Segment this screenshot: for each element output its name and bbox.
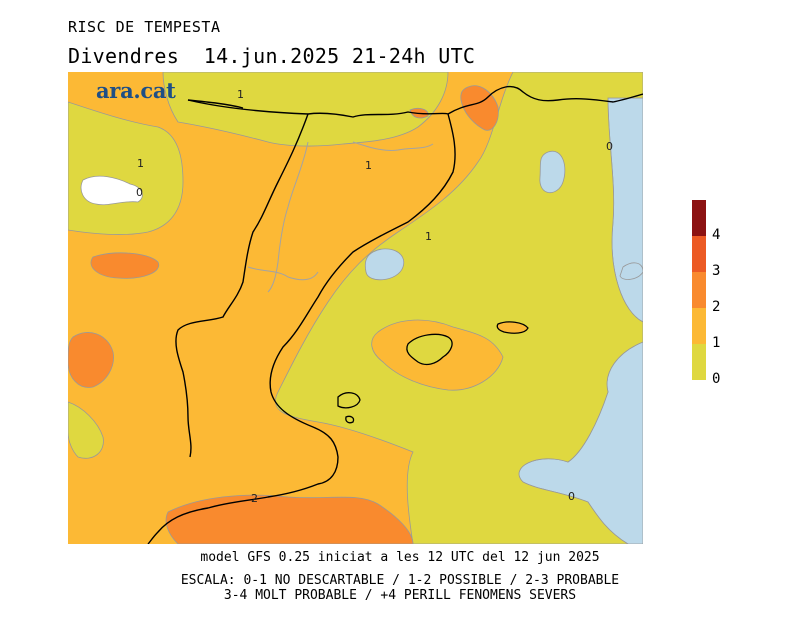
contour-label: 0 [568, 490, 575, 503]
legend-swatch [692, 200, 706, 236]
scale-description-line-1: ESCALA: 0-1 NO DESCARTABLE / 1-2 POSSIBL… [180, 573, 620, 588]
ara-cat-logo: ara.cat [96, 78, 176, 103]
contour-label: 1 [137, 157, 144, 170]
coastline [147, 99, 456, 544]
island-eivissa [337, 392, 361, 409]
legend-tick-label: 4 [712, 227, 721, 243]
storm-risk-map: 1 1 1 1 0 0 2 0 [68, 72, 643, 544]
contour-label: 1 [237, 88, 244, 101]
legend-swatch [692, 272, 706, 308]
risk-area-0-1-north [162, 72, 449, 147]
model-info-line: model GFS 0.25 iniciat a les 12 UTC del … [200, 550, 600, 565]
risk-area-2-3 [68, 332, 114, 388]
border-line [447, 85, 643, 115]
legend-tick-label: 0 [712, 371, 721, 387]
contour-label: 2 [251, 492, 258, 505]
risk-area-2-3 [90, 252, 160, 279]
risk-area-0-1-west [68, 401, 104, 459]
contour-label: 0 [606, 140, 613, 153]
no-data-area [80, 175, 143, 206]
legend-tick-label: 2 [712, 299, 721, 315]
legend-tick-label: 1 [712, 335, 721, 351]
legend-swatch [692, 344, 706, 380]
contour-label: 1 [365, 159, 372, 172]
region-boundary [352, 141, 434, 151]
legend-swatch [692, 308, 706, 344]
scale-description-line-2: 3-4 MOLT PROBABLE / +4 PERILL FENOMENS S… [223, 588, 577, 603]
contour-label: 0 [136, 186, 143, 199]
forecast-date-subtitle: Divendres 14.jun.2025 21-24h UTC [68, 44, 476, 68]
island-formentera [345, 415, 355, 424]
island-mallorca [406, 333, 453, 366]
risk-area-2-3 [165, 494, 414, 544]
border-line [187, 99, 244, 109]
region-boundary [247, 266, 319, 281]
sea-patch [539, 150, 566, 194]
contour-label: 1 [425, 230, 432, 243]
sea-patch [364, 248, 405, 281]
legend-swatch [692, 236, 706, 272]
legend-tick-label: 3 [712, 263, 721, 279]
region-boundary [267, 141, 309, 293]
risk-legend [692, 200, 706, 380]
chart-title: RISC DE TEMPESTA [68, 18, 221, 36]
sea-patch [619, 262, 643, 280]
border-line [175, 113, 309, 458]
island-menorca [496, 321, 529, 334]
